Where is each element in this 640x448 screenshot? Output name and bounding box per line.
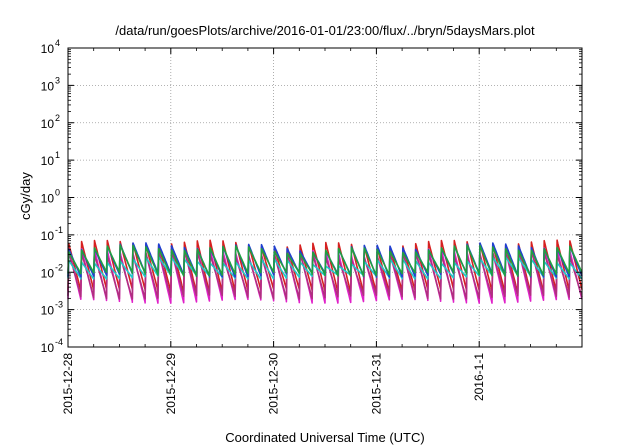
y-axis-label: cGy/day xyxy=(18,172,33,220)
y-tick-exponent: -3 xyxy=(55,300,63,310)
x-tick-label: 2015-12-30 xyxy=(267,353,281,415)
x-axis-label: Coordinated Universal Time (UTC) xyxy=(225,430,424,445)
chart-title: /data/run/goesPlots/archive/2016-01-01/2… xyxy=(115,23,535,38)
series-line xyxy=(67,244,583,277)
y-tick-label: 10 xyxy=(41,117,55,131)
x-tick-label: 2015-12-28 xyxy=(61,353,75,415)
y-tick-exponent: -1 xyxy=(55,225,63,235)
y-tick-label: 10 xyxy=(41,42,55,56)
y-tick-label: 10 xyxy=(41,154,55,168)
y-tick-label: 10 xyxy=(41,229,55,243)
y-tick-exponent: 0 xyxy=(55,188,60,198)
y-tick-label: 10 xyxy=(41,266,55,280)
x-tick-label: 2015-12-31 xyxy=(369,353,383,415)
y-tick-exponent: 3 xyxy=(55,75,60,85)
x-axis-ticks: 2015-12-28 2015-12-29 2015-12-30 2015-12-31… xyxy=(61,48,557,415)
y-tick-exponent: 2 xyxy=(55,113,60,123)
y-tick-exponent: 4 xyxy=(55,38,60,48)
y-tick-label: 10 xyxy=(41,79,55,93)
y-tick-exponent: 1 xyxy=(55,150,60,160)
series-line xyxy=(67,249,583,300)
y-tick-exponent: -4 xyxy=(55,337,63,347)
x-tick-label: 2016-1-1 xyxy=(472,353,486,401)
y-tick-label: 10 xyxy=(41,341,55,355)
y-tick-exponent: -2 xyxy=(55,262,63,272)
y-tick-label: 10 xyxy=(41,192,55,206)
x-tick-label: 2015-12-29 xyxy=(164,353,178,415)
series-lines xyxy=(67,239,583,304)
y-tick-label: 10 xyxy=(41,304,55,318)
